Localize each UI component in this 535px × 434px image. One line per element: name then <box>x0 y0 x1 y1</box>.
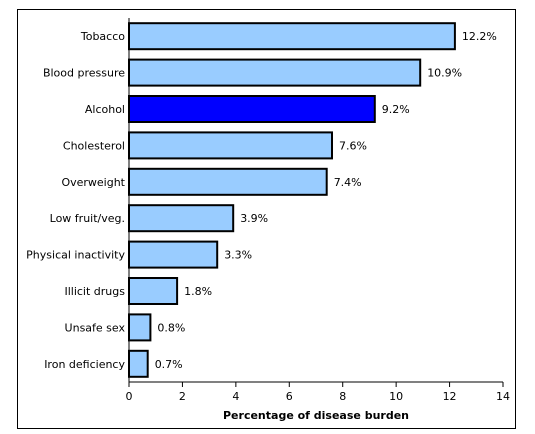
x-tick-label: 6 <box>286 390 293 403</box>
bar-low-fruit-veg <box>128 204 235 233</box>
bar-blood-pressure <box>128 58 422 87</box>
value-label: 0.7% <box>155 358 183 371</box>
bar-illicit-drugs <box>128 277 179 305</box>
category-label: Iron deficiency <box>44 358 125 371</box>
value-label: 3.3% <box>224 249 252 262</box>
category-labels: Tobacco Blood pressure Alcohol Cholesterol O… <box>26 30 126 371</box>
category-label: Blood pressure <box>43 67 125 80</box>
bar-unsafe-sex <box>128 313 152 342</box>
category-label: Low fruit/veg. <box>50 212 125 225</box>
bar-tobacco <box>128 22 456 51</box>
category-label: Alcohol <box>85 103 125 116</box>
category-label: Illicit drugs <box>64 285 125 298</box>
value-label: 7.4% <box>334 176 362 189</box>
value-label: 3.9% <box>240 212 268 225</box>
bar-physical-inactivity <box>128 240 219 269</box>
value-label: 10.9% <box>427 67 462 80</box>
value-label: 9.2% <box>382 103 410 116</box>
value-label: 0.8% <box>157 321 185 334</box>
x-tick-label: 14 <box>496 390 510 403</box>
category-label: Physical inactivity <box>26 249 125 262</box>
bar-overweight <box>128 167 328 196</box>
x-tick-label: 10 <box>389 390 403 403</box>
value-label: 12.2% <box>462 30 497 43</box>
bar-alcohol <box>128 95 376 123</box>
x-tick-label: 2 <box>179 390 186 403</box>
value-labels: 12.2% 10.9% 9.2% 7.6% 7.4% 3.9% 3.3% 1.8% 0.8% 0.… <box>155 30 497 371</box>
bar-cholesterol <box>128 131 333 160</box>
x-axis: 0 2 4 6 8 10 12 14 <box>126 18 510 403</box>
category-label: Tobacco <box>80 30 125 43</box>
value-label: 7.6% <box>339 139 367 152</box>
x-tick-label: 8 <box>339 390 346 403</box>
value-label: 1.8% <box>184 285 212 298</box>
category-label: Cholesterol <box>63 139 125 152</box>
category-label: Unsafe sex <box>65 321 126 334</box>
category-label: Overweight <box>61 176 125 189</box>
bars-group <box>128 22 456 378</box>
x-tick-label: 0 <box>126 390 133 403</box>
x-axis-label: Percentage of disease burden <box>223 409 409 422</box>
x-tick-label: 4 <box>232 390 239 403</box>
bar-iron-deficiency <box>128 349 149 378</box>
x-tick-label: 12 <box>443 390 457 403</box>
